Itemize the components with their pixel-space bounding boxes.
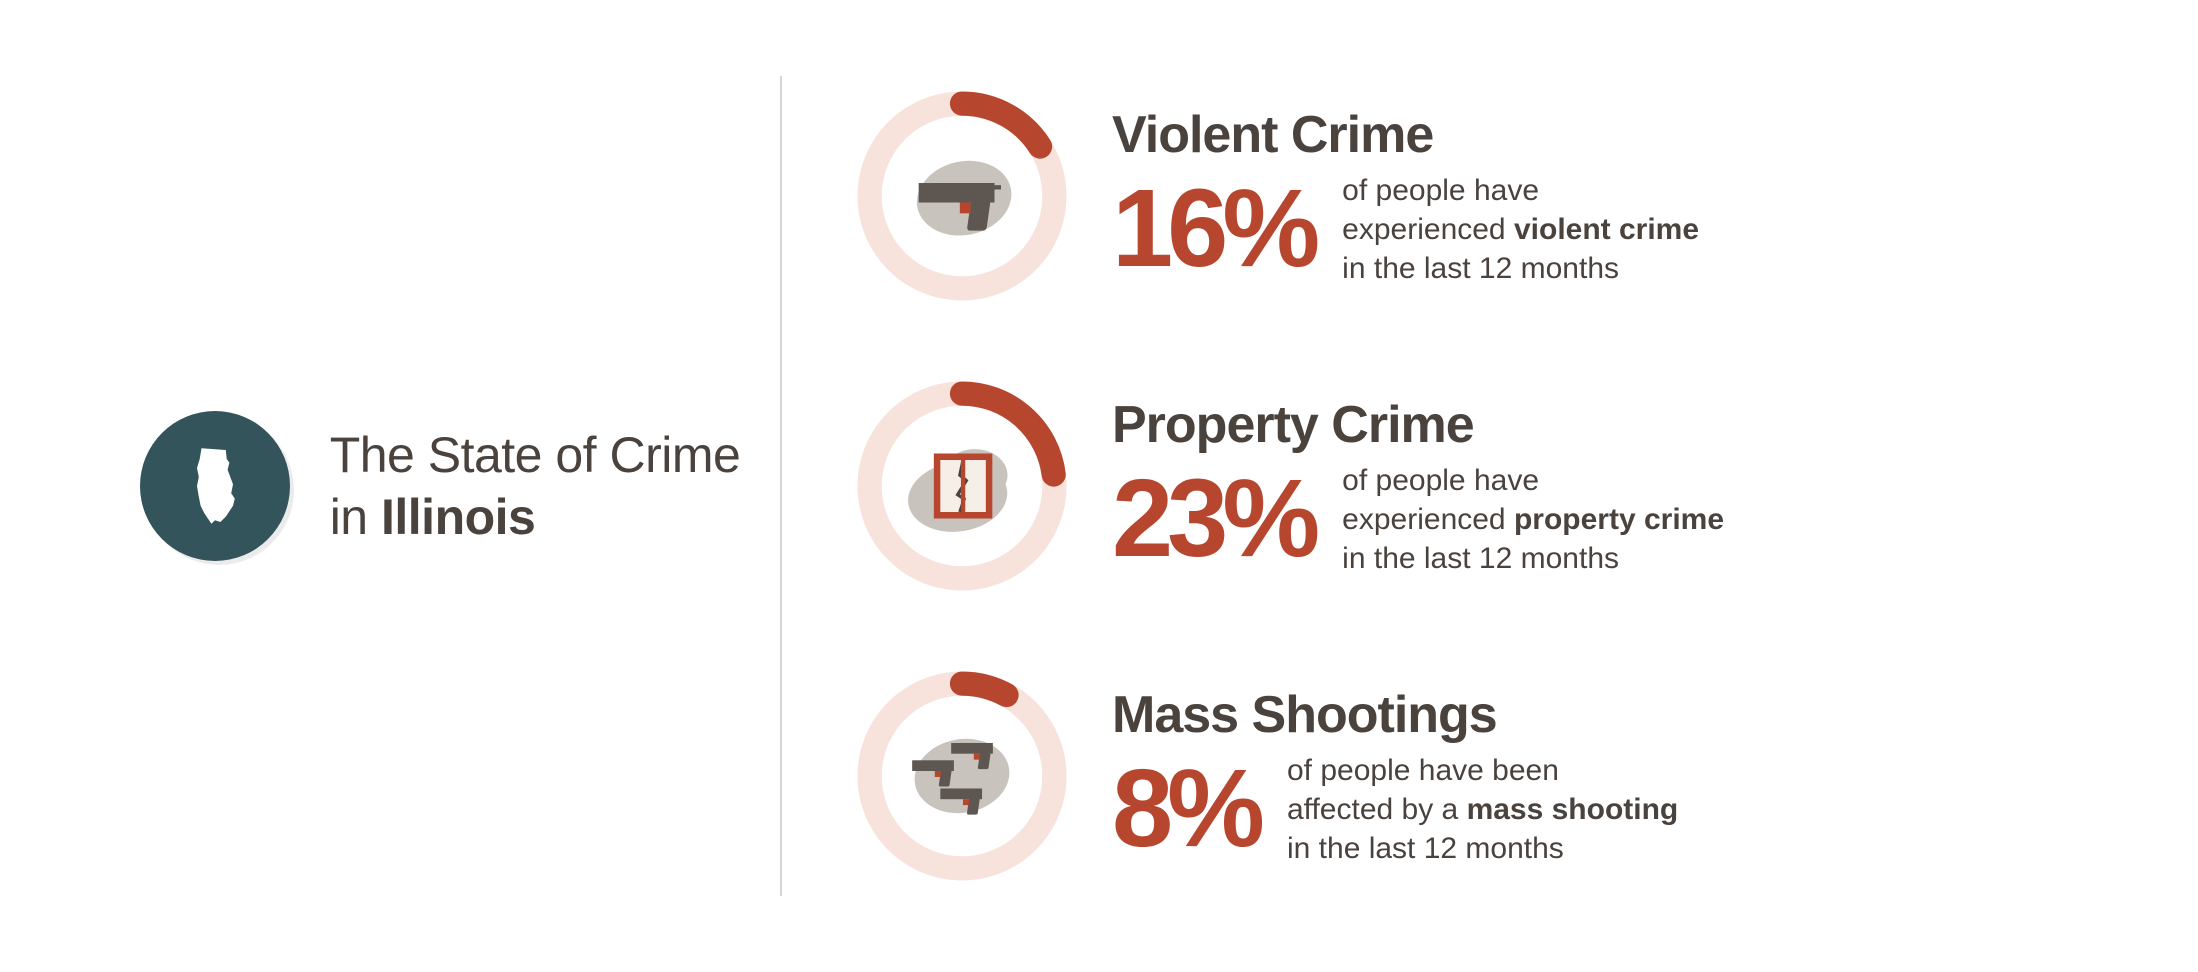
guns-icon [897, 711, 1027, 841]
window-icon [897, 421, 1027, 551]
title-line1: The State of Crime [330, 424, 741, 487]
stat-description: of people have been affected by a mass s… [1287, 751, 1678, 868]
stat-text-mass: Mass Shootings 8% of people have been af… [1112, 685, 2138, 868]
page-title: The State of Crime in Illinois [330, 424, 741, 549]
stat-heading: Mass Shootings [1112, 685, 2138, 745]
stat-heading: Violent Crime [1112, 105, 2138, 165]
stat-percent: 16% [1112, 174, 1314, 284]
state-badge [140, 411, 290, 561]
stat-text-violent: Violent Crime 16% of people have experie… [1112, 105, 2138, 288]
gun-icon [897, 131, 1027, 261]
stat-description: of people have experienced property crim… [1342, 461, 1724, 578]
stat-text-property: Property Crime 23% of people have experi… [1112, 395, 2138, 578]
stats-section: Violent Crime 16% of people have experie… [782, 86, 2198, 886]
stat-percent: 23% [1112, 464, 1314, 574]
title-section: The State of Crime in Illinois [0, 411, 780, 561]
donut-violent [852, 86, 1072, 306]
stat-row-mass: Mass Shootings 8% of people have been af… [852, 666, 2138, 886]
illinois-icon [170, 441, 260, 531]
donut-property [852, 376, 1072, 596]
donut-mass [852, 666, 1072, 886]
stat-description: of people have experienced violent crime… [1342, 171, 1699, 288]
title-line2: in Illinois [330, 486, 741, 549]
stat-row-property: Property Crime 23% of people have experi… [852, 376, 2138, 596]
stat-heading: Property Crime [1112, 395, 2138, 455]
stat-percent: 8% [1112, 754, 1259, 864]
stat-row-violent: Violent Crime 16% of people have experie… [852, 86, 2138, 306]
